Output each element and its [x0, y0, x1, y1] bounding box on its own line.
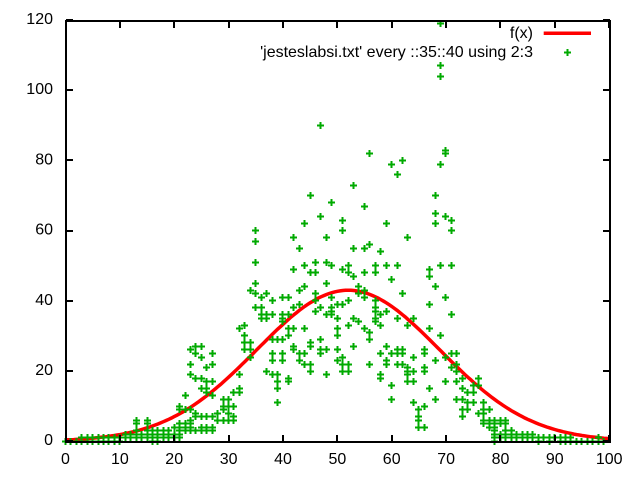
svg-text:70: 70: [437, 451, 455, 468]
svg-text:'jesteslabsi.txt' every ::35::: 'jesteslabsi.txt' every ::35::40 using 2…: [260, 44, 533, 61]
svg-text:50: 50: [329, 451, 347, 468]
svg-text:40: 40: [274, 451, 292, 468]
svg-text:90: 90: [546, 451, 564, 468]
svg-text:100: 100: [26, 81, 53, 98]
svg-text:40: 40: [35, 292, 53, 309]
svg-text:60: 60: [383, 451, 401, 468]
svg-text:0: 0: [44, 432, 53, 449]
svg-text:80: 80: [35, 151, 53, 168]
svg-text:80: 80: [492, 451, 510, 468]
svg-text:f(x): f(x): [510, 25, 533, 42]
svg-text:20: 20: [165, 451, 183, 468]
svg-text:30: 30: [220, 451, 238, 468]
svg-text:10: 10: [111, 451, 129, 468]
svg-text:60: 60: [35, 222, 53, 239]
svg-text:120: 120: [26, 11, 53, 28]
svg-text:0: 0: [61, 451, 70, 468]
svg-text:20: 20: [35, 362, 53, 379]
svg-text:100: 100: [596, 451, 623, 468]
